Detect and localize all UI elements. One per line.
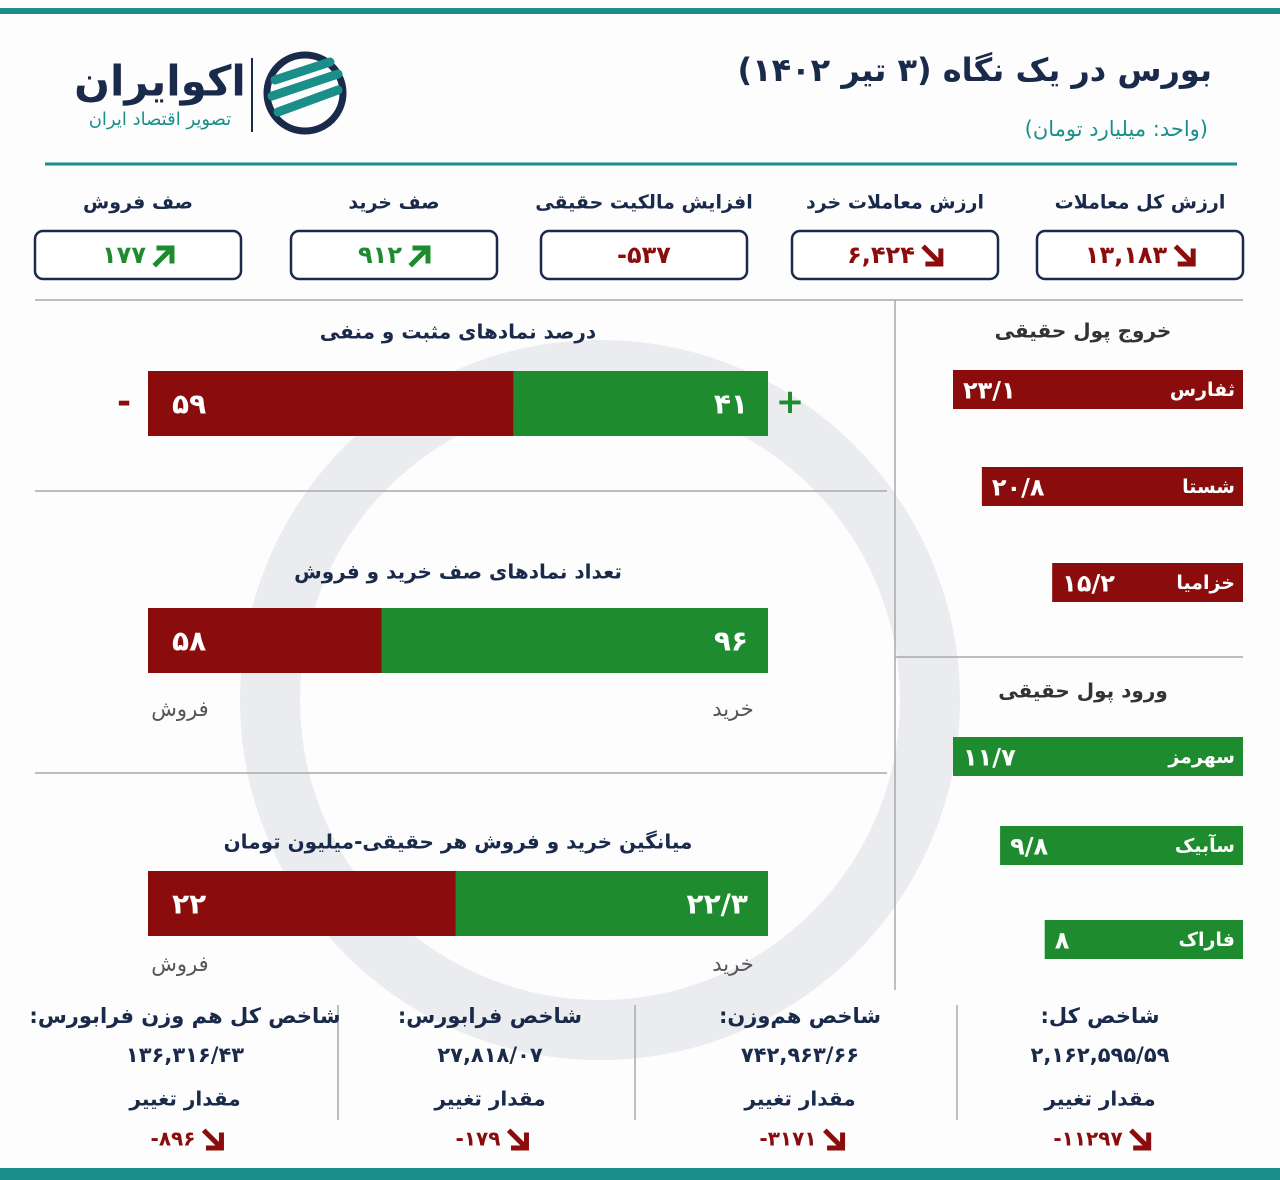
stat-box [289, 229, 499, 281]
negative-bar [148, 608, 382, 673]
flow-name: فاراک [1179, 929, 1235, 951]
negative-label: ۲۲ [172, 888, 206, 921]
index-name: شاخص فرابورس: [398, 1004, 582, 1028]
stat-label: صف خرید [348, 192, 439, 214]
trend-arrow [201, 1128, 224, 1151]
trend-arrow [506, 1128, 529, 1151]
index-value: ۲,۱۶۲,۵۹۵/۵۹ [1031, 1043, 1170, 1067]
flow-title: خروج پول حقیقی [995, 319, 1172, 344]
positive-bar [381, 608, 768, 673]
change-label: مقدار تغییر [743, 1087, 855, 1111]
flow-name: خزامیا [1176, 572, 1235, 594]
panel-title: درصد نمادهای مثبت و منفی [320, 320, 596, 344]
panel-title: تعداد نمادهای صف خرید و فروش [294, 560, 622, 584]
stat-value: ۶,۴۲۴ [847, 241, 915, 269]
bottom-band [0, 1168, 1280, 1180]
flow-bar [1000, 826, 1243, 865]
flow-value: ۲۰/۸ [992, 474, 1045, 502]
index-value: ۷۴۲,۹۶۳/۶۶ [741, 1043, 859, 1067]
flow-value: ۱۵/۲ [1062, 570, 1115, 598]
index-change: -۱۷۹ [456, 1127, 501, 1151]
watermark [240, 340, 960, 1060]
logo [251, 51, 347, 135]
top-band [0, 8, 1280, 14]
trend-arrow [152, 245, 175, 268]
change-label: مقدار تغییر [1043, 1087, 1155, 1111]
stat-box [790, 229, 1000, 281]
positive-sign: + [776, 382, 805, 422]
negative-caption: فروش [151, 697, 208, 721]
positive-bar [513, 371, 768, 436]
change-label: مقدار تغییر [128, 1087, 240, 1111]
stat-label: ارزش معاملات خرد [806, 192, 984, 214]
flow-bar [953, 370, 1243, 409]
index-name: شاخص کل هم وزن فرابورس: [29, 1004, 340, 1028]
subtitle: (واحد: میلیارد تومان) [1025, 117, 1208, 141]
stat-box [539, 229, 749, 281]
trend-arrow [921, 244, 944, 267]
change-label: مقدار تغییر [433, 1087, 545, 1111]
index-name: شاخص کل: [1041, 1004, 1160, 1028]
trend-arrow [1129, 1128, 1152, 1151]
positive-label: ۲۲/۳ [687, 888, 749, 921]
stat-box [33, 229, 243, 281]
negative-label: ۵۸ [172, 625, 206, 658]
negative-bar [148, 371, 514, 436]
index-change: -۸۹۶ [151, 1127, 196, 1151]
flow-bar [981, 467, 1243, 506]
index-change: -۳۱۷۱ [759, 1127, 816, 1151]
stat-label: صف فروش [83, 192, 193, 214]
index-value: ۲۷,۸۱۸/۰۷ [437, 1043, 543, 1067]
negative-bar [148, 871, 456, 936]
logo-name: اکوایران [74, 57, 246, 107]
flow-bar [1044, 920, 1243, 959]
panel-title: میانگین خرید و فروش هر حقیقی-میلیون توما… [224, 830, 693, 854]
positive-caption: خرید [712, 697, 753, 721]
index-change: -۱۱۲۹۷ [1053, 1127, 1122, 1151]
negative-sign: - [117, 382, 131, 422]
flow-value: ۲۳/۱ [963, 377, 1016, 405]
stat-value: ۹۱۲ [358, 241, 402, 269]
flow-title: ورود پول حقیقی [998, 679, 1168, 704]
flow-bar [953, 737, 1243, 776]
title: بورس در یک نگاه (۳ تیر ۱۴۰۲) [737, 51, 1212, 89]
stat-value: ۱۷۷ [102, 241, 146, 269]
stat-value: ۱۳,۱۸۳ [1085, 241, 1168, 269]
trend-arrow [408, 245, 431, 268]
flow-value: ۱۱/۷ [963, 744, 1016, 772]
flow-name: سآبیک [1175, 833, 1235, 857]
logo-tagline: تصویر اقتصاد ایران [89, 109, 232, 130]
flow-value: ۸ [1055, 927, 1070, 955]
flow-value: ۹/۸ [1010, 833, 1048, 861]
positive-label: ۴۱ [714, 388, 748, 421]
flow-bar [1052, 563, 1243, 602]
flow-name: شستا [1182, 476, 1235, 498]
stat-label: ارزش کل معاملات [1055, 192, 1226, 214]
index-name: شاخص هم‌وزن: [719, 1004, 881, 1028]
negative-label: ۵۹ [172, 388, 206, 421]
stat-box [1035, 229, 1245, 281]
trend-arrow [823, 1128, 846, 1151]
stat-value: -۵۳۷ [617, 241, 671, 269]
positive-label: ۹۶ [714, 625, 748, 658]
flow-name: سهرمز [1167, 746, 1235, 768]
positive-caption: خرید [712, 952, 753, 976]
trend-arrow [1173, 244, 1196, 267]
positive-bar [455, 871, 768, 936]
index-value: ۱۳۶,۳۱۶/۴۳ [126, 1043, 244, 1067]
stat-label: افزایش مالکیت حقیقی [535, 192, 752, 214]
flow-name: ثفارس [1170, 379, 1235, 401]
negative-caption: فروش [151, 952, 208, 976]
